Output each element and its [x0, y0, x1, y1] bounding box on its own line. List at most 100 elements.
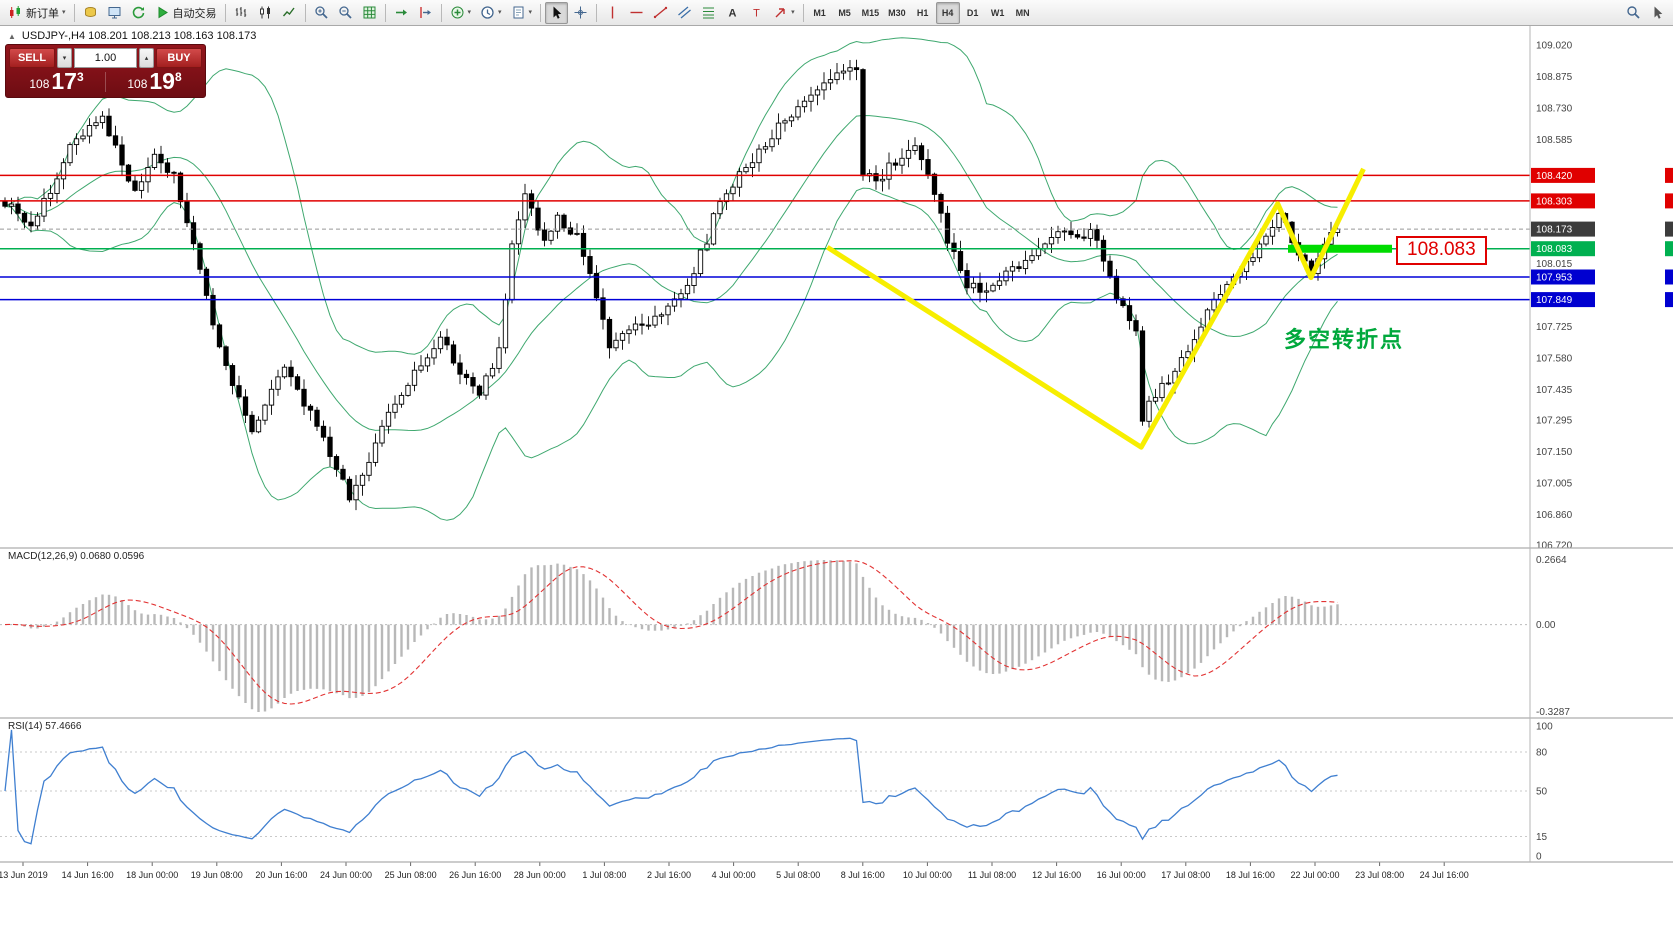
crosshair-button[interactable] — [569, 2, 592, 24]
zoom-in-button[interactable] — [310, 2, 333, 24]
svg-text:17 Jul 08:00: 17 Jul 08:00 — [1161, 870, 1210, 880]
svg-text:15: 15 — [1536, 832, 1548, 843]
cursor-button[interactable] — [545, 1, 569, 24]
timeframe-group: M1 M5 M15 M30 H1 H4 D1 W1 MN — [808, 1, 1035, 24]
svg-text:107.953: 107.953 — [1536, 272, 1573, 283]
autotrade-label: 自动交易 — [172, 7, 217, 20]
candlestick-chart-button[interactable] — [254, 2, 277, 24]
svg-text:13 Jun 2019: 13 Jun 2019 — [0, 870, 48, 880]
refresh-button[interactable] — [127, 2, 150, 24]
sell-button[interactable]: SELL — [9, 48, 55, 68]
price-annotation-label[interactable]: 108.083 — [1396, 236, 1487, 265]
horizontal-line-button[interactable] — [625, 2, 648, 24]
collapse-panel-icon[interactable]: ▲ — [8, 31, 16, 41]
new-order-button[interactable]: 新订单 ▾ — [4, 2, 70, 24]
search-button[interactable] — [1622, 2, 1645, 24]
rsi-line — [4, 729, 1338, 845]
timeframe-button-mn[interactable]: MN — [1015, 7, 1030, 18]
text-tool-icon: A — [729, 8, 737, 20]
yellow-zigzag — [825, 167, 1366, 450]
svg-text:8 Jul 16:00: 8 Jul 16:00 — [841, 870, 885, 880]
fibonacci-icon — [703, 7, 715, 19]
svg-text:25 Jun 08:00: 25 Jun 08:00 — [385, 870, 437, 880]
macd-signal-line — [4, 560, 1338, 705]
volume-input[interactable] — [74, 48, 137, 68]
fibonacci-button[interactable] — [697, 2, 720, 24]
new-order-label: 新订单 — [26, 7, 59, 20]
sell-price-pips: 17 — [51, 68, 77, 94]
svg-text:0: 0 — [1536, 852, 1542, 863]
timeframe-button-m30[interactable]: M30 — [888, 7, 906, 18]
volume-decrease-button[interactable]: ▾ — [57, 48, 72, 68]
svg-text:108.303: 108.303 — [1536, 196, 1573, 207]
timeframe-button-m5[interactable]: M5 — [838, 7, 851, 18]
refresh-icon — [132, 6, 144, 19]
templates-button[interactable]: ▾ — [507, 2, 537, 24]
time-axis[interactable]: 13 Jun 2019 14 Jun 16:00 18 Jun 00:00 19 Ju… — [0, 862, 1469, 880]
pointer-button[interactable] — [1646, 2, 1669, 24]
macd-panel: 0.2664 0.00 -0.3287 — [0, 555, 1570, 718]
auto-scroll-button[interactable] — [390, 2, 413, 24]
turning-point-annotation[interactable]: 多空转折点 — [1284, 327, 1405, 352]
timeframe-button-w1[interactable]: W1 — [990, 7, 1005, 18]
timeframe-button-m1[interactable]: M1 — [813, 7, 826, 18]
arrows-tool-button[interactable]: ▾ — [769, 2, 799, 24]
svg-text:100: 100 — [1536, 722, 1553, 733]
autotrade-button[interactable]: 自动交易 — [151, 2, 221, 24]
svg-text:28 Jun 00:00: 28 Jun 00:00 — [514, 870, 566, 880]
timeframe-button-h4[interactable]: H4 — [935, 1, 960, 24]
sell-price-point: 3 — [76, 70, 84, 84]
price-badge-108.420 — [1531, 167, 1595, 183]
text-tool-button[interactable]: A — [721, 2, 744, 24]
buy-price-point: 8 — [174, 70, 182, 84]
timeframe-button-m15[interactable]: M15 — [861, 7, 880, 18]
grid-button[interactable] — [358, 2, 381, 24]
channel-icon — [678, 6, 691, 19]
buy-button[interactable]: BUY — [156, 48, 202, 68]
label-tool-button[interactable]: T — [745, 2, 768, 24]
horizontal-lines[interactable] — [0, 174, 1530, 301]
timeframe-button-d1[interactable]: D1 — [966, 7, 979, 18]
svg-text:2 Jul 16:00: 2 Jul 16:00 — [647, 870, 691, 880]
search-icon — [1627, 6, 1640, 19]
line-chart-button[interactable] — [278, 2, 301, 24]
label-tool-icon: T — [753, 8, 760, 20]
symbol-ohlc-text: USDJPY-,H4 108.201 108.213 108.163 108.1… — [21, 30, 257, 42]
toolbar-separator — [73, 3, 75, 22]
main-toolbar: 新订单 ▾ 自动交易 ▾ ▾ ▾ — [0, 0, 1673, 26]
svg-text:107.849: 107.849 — [1536, 295, 1573, 306]
price-axis[interactable]: 109.020 108.875 108.730 108.585 108.015 107.7… — [1531, 41, 1673, 552]
chart-canvas[interactable]: 0.2664 0.00 -0.3287 100 80 50 15 0 109.020 108.87… — [0, 26, 1673, 950]
vertical-line-button[interactable] — [601, 2, 624, 24]
trendline-button[interactable] — [649, 2, 672, 24]
price-badge-107.953 — [1531, 269, 1595, 285]
dropdown-caret-icon: ▾ — [791, 9, 795, 16]
new-order-icon — [10, 6, 20, 18]
svg-text:107.580: 107.580 — [1536, 354, 1573, 365]
svg-text:18 Jun 00:00: 18 Jun 00:00 — [126, 870, 178, 880]
channel-button[interactable] — [673, 2, 696, 24]
timeframe-button-h1[interactable]: H1 — [916, 7, 929, 18]
yellow-trendlines[interactable] — [825, 167, 1392, 450]
vertical-line-icon — [611, 6, 614, 19]
chart-shift-button[interactable] — [414, 2, 437, 24]
svg-text:A: A — [729, 8, 737, 20]
zoom-out-button[interactable] — [334, 2, 357, 24]
cursor-icon — [553, 6, 562, 19]
buy-price-figure: 108 — [127, 77, 148, 91]
volume-increase-button[interactable]: ▴ — [139, 48, 154, 68]
coins-button[interactable] — [79, 2, 102, 24]
svg-text:109.020: 109.020 — [1536, 41, 1573, 52]
buy-price[interactable]: 108 19 8 — [107, 70, 202, 94]
svg-text:19 Jun 08:00: 19 Jun 08:00 — [191, 870, 243, 880]
monitor-button[interactable] — [103, 2, 126, 24]
periods-button[interactable]: ▾ — [476, 2, 506, 24]
zoom-out-icon — [338, 6, 352, 19]
price-badge-107.849 — [1531, 292, 1595, 308]
svg-text:108.015: 108.015 — [1536, 259, 1573, 270]
svg-text:12 Jul 16:00: 12 Jul 16:00 — [1032, 870, 1081, 880]
indicators-button[interactable]: ▾ — [446, 2, 476, 24]
bar-chart-button[interactable] — [230, 2, 253, 24]
svg-text:-0.3287: -0.3287 — [1536, 707, 1570, 718]
sell-price[interactable]: 108 17 3 — [9, 70, 104, 94]
